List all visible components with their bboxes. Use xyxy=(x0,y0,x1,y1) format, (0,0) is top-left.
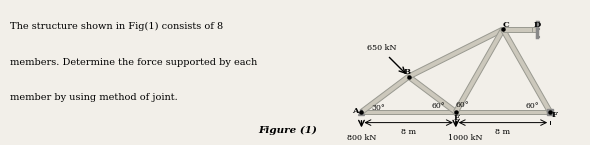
Text: member by using method of joint.: member by using method of joint. xyxy=(10,93,178,102)
Text: B: B xyxy=(404,68,411,76)
Polygon shape xyxy=(532,27,536,32)
Polygon shape xyxy=(501,28,552,113)
Text: Figure (1): Figure (1) xyxy=(259,126,317,135)
Text: 30°: 30° xyxy=(371,104,385,112)
Text: 650 kN: 650 kN xyxy=(367,44,396,52)
Text: 60°: 60° xyxy=(526,102,539,110)
Text: 8 m: 8 m xyxy=(496,128,510,136)
Text: 8 m: 8 m xyxy=(401,128,416,136)
Text: C: C xyxy=(503,21,510,29)
Polygon shape xyxy=(407,75,457,114)
Text: members. Determine the force supported by each: members. Determine the force supported b… xyxy=(10,58,257,67)
Text: 60°: 60° xyxy=(431,102,445,110)
Polygon shape xyxy=(455,109,550,114)
Text: A: A xyxy=(352,107,358,115)
Polygon shape xyxy=(503,27,532,32)
Polygon shape xyxy=(408,27,504,79)
Polygon shape xyxy=(454,28,505,113)
Text: 60°: 60° xyxy=(455,101,469,109)
Text: E: E xyxy=(454,114,460,122)
Text: 1000 kN: 1000 kN xyxy=(448,134,483,142)
Polygon shape xyxy=(360,75,410,114)
Text: The structure shown in Fig(1) consists of 8: The structure shown in Fig(1) consists o… xyxy=(10,22,223,31)
Text: F: F xyxy=(551,111,557,119)
Text: D: D xyxy=(534,21,542,29)
Polygon shape xyxy=(362,109,455,114)
Text: 800 kN: 800 kN xyxy=(347,134,376,142)
